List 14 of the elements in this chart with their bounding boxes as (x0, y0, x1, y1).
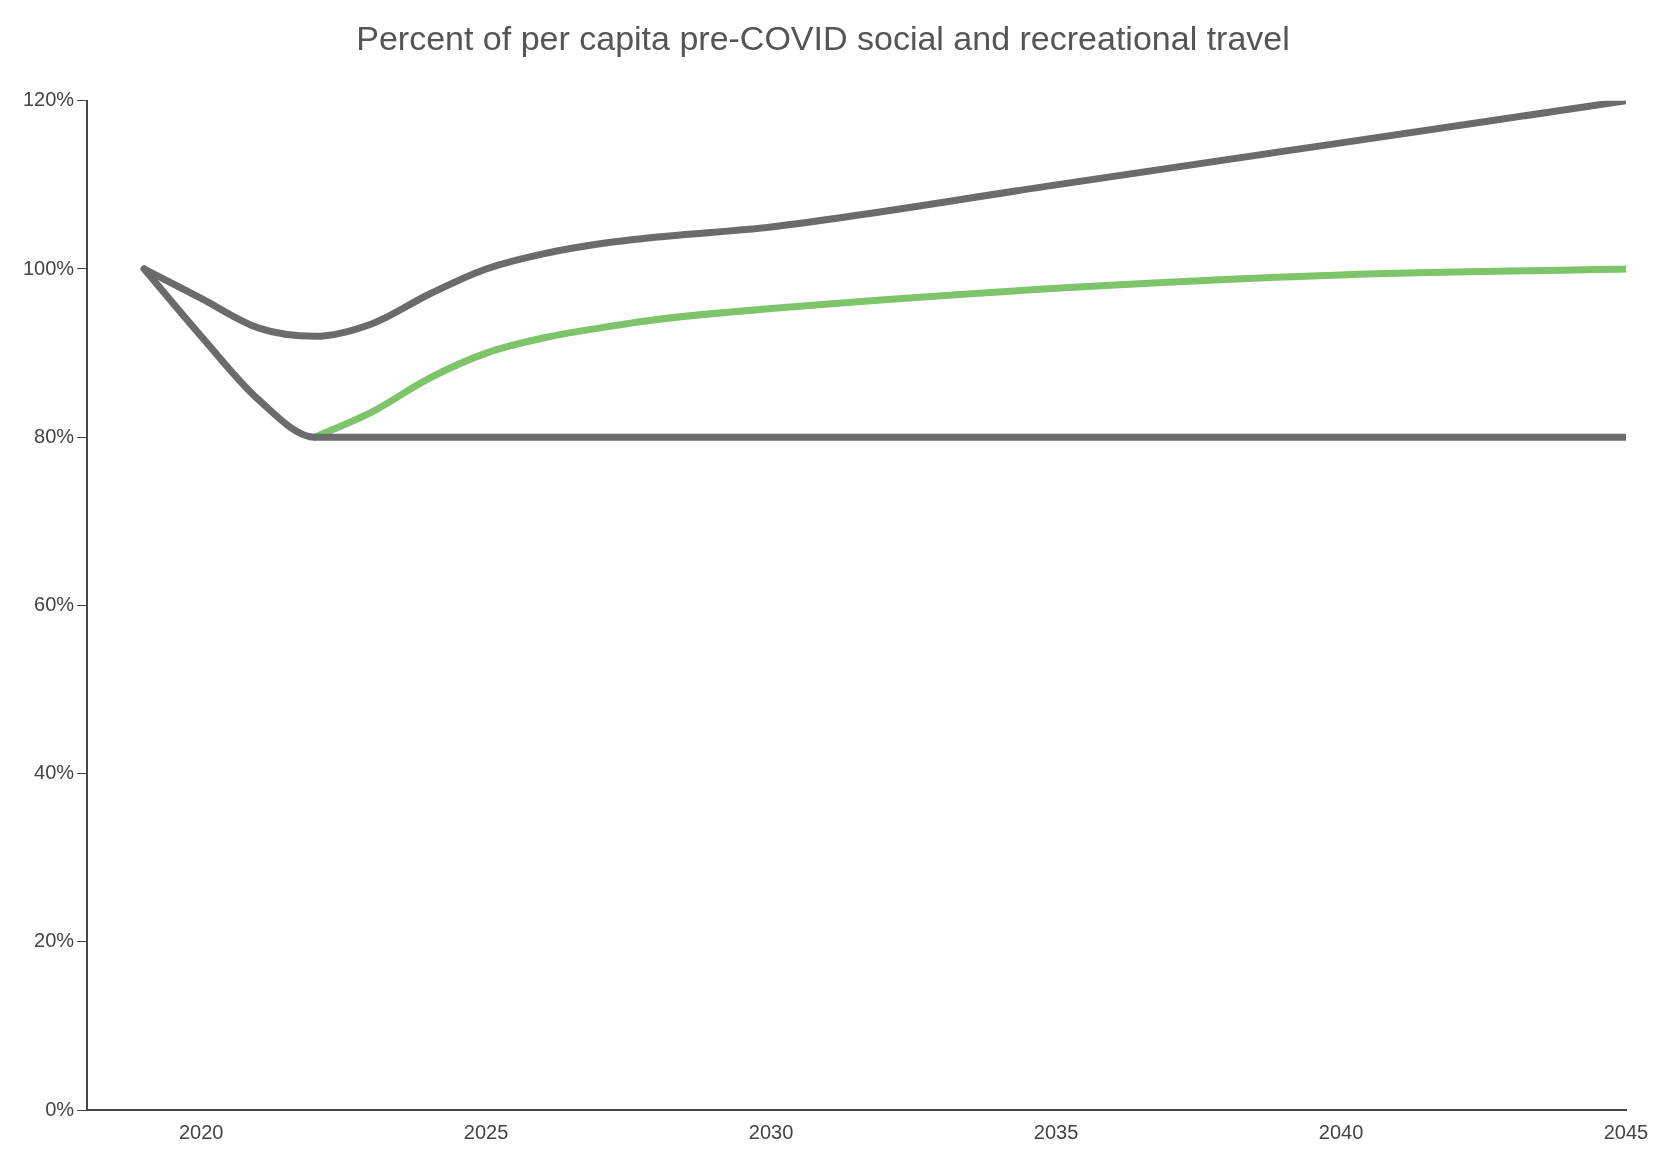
x-tick-label: 2045 (1603, 1120, 1649, 1143)
y-tick-label: 40% (34, 761, 75, 784)
y-tick-label: 120% (23, 88, 75, 111)
x-tick-label: 2040 (1318, 1120, 1364, 1143)
y-tick-label: 100% (23, 256, 75, 279)
x-tick-label: 2035 (1033, 1120, 1079, 1143)
y-tick-label: 80% (34, 424, 75, 447)
x-tick-label: 2030 (748, 1120, 794, 1143)
x-tick-label: 2020 (178, 1120, 224, 1143)
y-tick-label: 20% (34, 929, 75, 952)
y-tick-label: 60% (34, 592, 75, 615)
chart-title: Percent of per capita pre-COVID social and recreational travel (356, 18, 1290, 57)
y-tick-label: 0% (45, 1097, 75, 1120)
x-tick-label: 2025 (463, 1120, 509, 1143)
